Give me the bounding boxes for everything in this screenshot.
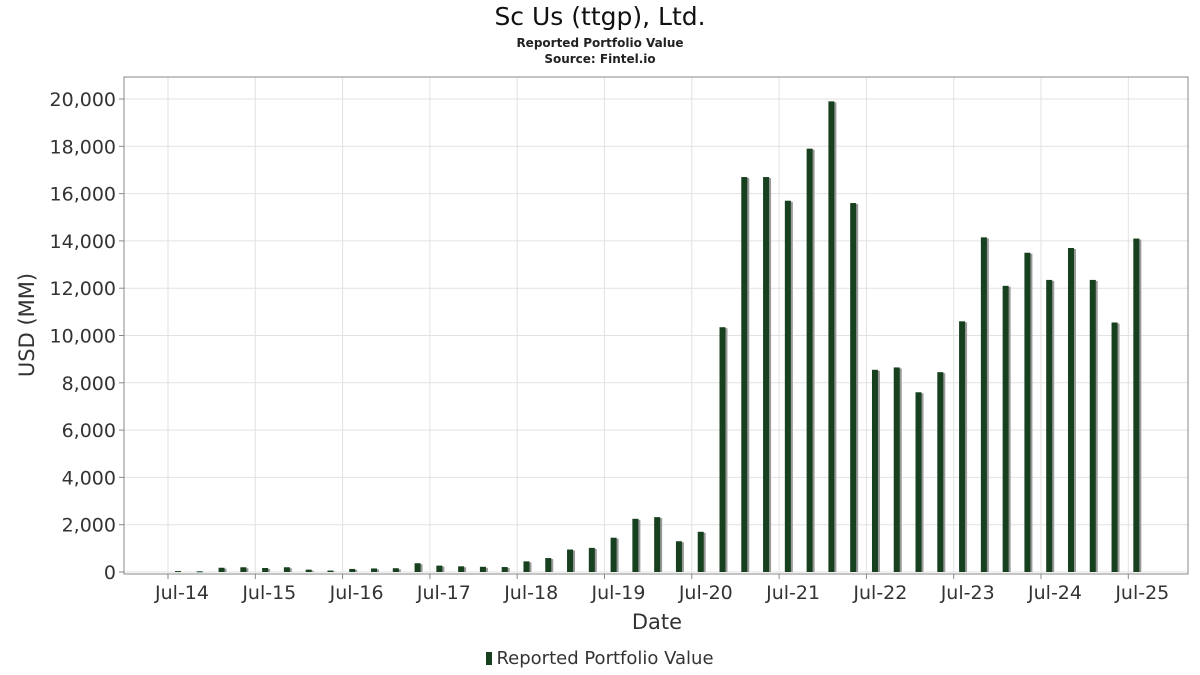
- x-tick-label: Jul-23: [940, 582, 995, 604]
- x-tick-label: Jul-18: [503, 582, 558, 604]
- bar: [371, 568, 378, 572]
- y-tick-label: 10,000: [50, 326, 116, 348]
- bar: [675, 541, 682, 572]
- bar: [218, 567, 225, 572]
- legend-label: Reported Portfolio Value: [496, 648, 714, 669]
- bar: [240, 567, 247, 572]
- x-tick-label: Jul-15: [241, 582, 296, 604]
- bar: [588, 547, 595, 572]
- bar: [262, 567, 269, 572]
- bar: [959, 321, 966, 572]
- y-axis-label: USD (MM): [15, 273, 39, 377]
- bar: [1089, 279, 1096, 572]
- bar: [545, 558, 552, 572]
- bar: [719, 327, 726, 572]
- x-tick-label: Jul-14: [154, 582, 209, 604]
- bar: [479, 566, 486, 572]
- bar: [654, 517, 661, 572]
- bar: [436, 565, 443, 572]
- bar: [1067, 247, 1074, 572]
- grid-lines: [124, 77, 1188, 574]
- x-tick-label: Jul-21: [765, 582, 820, 604]
- bar: [1111, 322, 1118, 572]
- bar: [806, 148, 813, 573]
- x-axis: Jul-14 Jul-15 Jul-16 Jul-17 Jul-18 Jul-19 Jul-…: [154, 574, 1169, 604]
- x-tick-label: Jul-16: [329, 582, 384, 604]
- bar: [784, 200, 791, 572]
- bar: [1002, 285, 1009, 572]
- bar: [458, 566, 465, 572]
- x-tick-label: Jul-22: [852, 582, 907, 604]
- bar: [196, 571, 203, 573]
- chart-title: Sc Us (ttgp), Ltd.: [494, 2, 706, 31]
- y-tick-label: 12,000: [50, 278, 116, 300]
- x-tick-label: Jul-20: [678, 582, 733, 604]
- bar: [893, 367, 900, 572]
- y-tick-label: 6,000: [62, 420, 116, 442]
- y-tick-label: 4,000: [62, 467, 116, 489]
- y-tick-label: 20,000: [50, 89, 116, 111]
- bar: [850, 203, 857, 572]
- bar: [937, 372, 944, 572]
- bar: [741, 177, 748, 573]
- y-tick-label: 8,000: [62, 373, 116, 395]
- bar: [283, 567, 290, 572]
- bar: [1024, 252, 1031, 572]
- bar: [1046, 279, 1053, 572]
- bar: [828, 101, 835, 573]
- bar: [349, 568, 356, 572]
- bar: [980, 237, 987, 573]
- bar: [1133, 238, 1140, 572]
- x-tick-label: Jul-19: [591, 582, 646, 604]
- plot-area-border: [123, 76, 1189, 575]
- bar: [175, 571, 181, 573]
- bar: [632, 518, 639, 572]
- chart-subtitle: Reported Portfolio Value: [516, 36, 684, 50]
- x-axis-label: Date: [632, 610, 682, 634]
- x-tick-label: Jul-25: [1114, 582, 1169, 604]
- chart-source: Source: Fintel.io: [544, 52, 656, 66]
- bar: [915, 392, 922, 572]
- bar: [305, 569, 312, 572]
- y-tick-label: 18,000: [50, 136, 116, 158]
- x-tick-label: Jul-17: [416, 582, 471, 604]
- bar: [610, 537, 617, 572]
- y-tick-label: 14,000: [50, 231, 116, 253]
- y-axis: 0 2,000 4,000 6,000 8,000 10,000 12,000 14,000 1…: [50, 89, 124, 584]
- bar: [763, 177, 770, 573]
- bar: [392, 568, 399, 572]
- legend: Reported Portfolio Value: [0, 648, 1200, 669]
- bars-group: [175, 101, 1142, 573]
- legend-swatch: [486, 652, 493, 665]
- bar: [327, 570, 334, 572]
- bar: [697, 531, 704, 572]
- y-tick-label: 0: [104, 562, 116, 584]
- y-tick-label: 16,000: [50, 184, 116, 206]
- bar: [871, 369, 878, 572]
- bar: [567, 549, 574, 572]
- y-tick-label: 2,000: [62, 515, 116, 537]
- bar: [414, 563, 421, 572]
- x-tick-label: Jul-24: [1027, 582, 1082, 604]
- bar: [523, 561, 530, 572]
- bar: [501, 567, 508, 572]
